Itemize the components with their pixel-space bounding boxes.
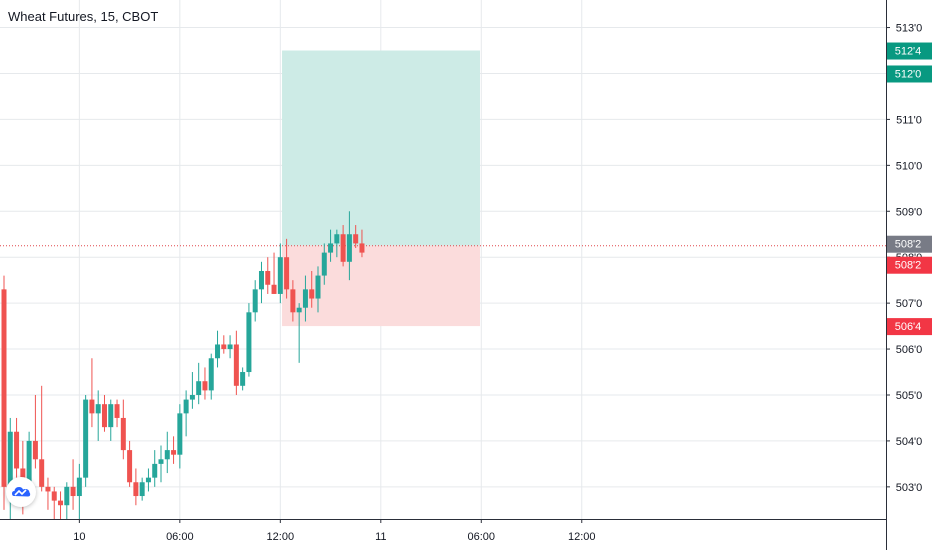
stop-zone[interactable]	[282, 245, 480, 327]
price-label-text: 508'2	[895, 260, 922, 272]
candle-body	[302, 289, 308, 308]
candle-body	[114, 404, 120, 418]
candle-body	[340, 234, 346, 262]
candle-body	[83, 399, 89, 478]
candle-body	[321, 252, 327, 276]
time-tick-label: 06:00	[468, 531, 496, 543]
candle-body	[70, 486, 76, 497]
candle-body	[208, 358, 214, 391]
symbol-title: Wheat Futures, 15, CBOT	[8, 9, 159, 24]
candle-body	[258, 270, 264, 290]
candle-body	[145, 477, 151, 483]
candle-body	[20, 468, 26, 483]
candle-body	[64, 486, 70, 506]
price-tick-label: 507'0	[896, 298, 923, 310]
price-label-target[interactable]	[887, 42, 932, 60]
candle-body	[127, 450, 133, 483]
price-tick-label: 511'0	[896, 114, 922, 126]
candle-body	[14, 431, 20, 469]
candle-body	[240, 372, 246, 386]
candle-body	[196, 381, 202, 395]
candle-body	[189, 394, 195, 400]
candle-body	[158, 459, 164, 464]
candle-body	[1, 289, 7, 487]
candle-body	[95, 404, 101, 414]
candle-body	[108, 404, 114, 428]
price-label-text: 512'0	[895, 68, 922, 80]
candle-body	[171, 450, 177, 455]
candle-body	[51, 491, 57, 501]
candle-body	[45, 486, 51, 492]
candle-body	[328, 243, 334, 253]
time-tick-label: 11	[375, 531, 386, 543]
candle-body	[89, 399, 95, 414]
price-tick-label: 509'0	[896, 206, 923, 218]
price-label-text: 506'4	[895, 321, 922, 333]
candle-body	[164, 450, 170, 460]
candle-body	[277, 257, 283, 294]
candle-body	[227, 344, 233, 350]
price-label-current[interactable]	[887, 235, 932, 253]
price-axis[interactable]	[886, 0, 932, 550]
price-tick-label: 503'0	[896, 482, 923, 494]
candle-body	[215, 344, 221, 359]
candle-body	[101, 404, 107, 428]
candle-body	[334, 234, 340, 244]
time-tick-label: 06:00	[166, 531, 194, 543]
price-label-stop[interactable]	[887, 318, 932, 336]
candle-body	[290, 289, 296, 313]
candle-body	[152, 463, 158, 478]
candle-body	[120, 417, 126, 451]
tradingview-logo-button[interactable]	[6, 477, 36, 507]
candle-body	[7, 431, 13, 487]
time-tick-label: 12:00	[267, 531, 295, 543]
candle-body	[26, 440, 32, 483]
candle-body	[271, 284, 277, 294]
candle-body	[246, 312, 252, 373]
price-label-text: 512'4	[895, 46, 922, 58]
price-label-target[interactable]	[887, 65, 932, 83]
candle-body	[139, 482, 145, 497]
candle-body	[296, 307, 302, 313]
candle-body	[346, 234, 352, 262]
candle-body	[359, 243, 365, 253]
price-label-stop_side[interactable]	[887, 256, 932, 274]
candle-body	[353, 234, 359, 244]
price-tick-label: 510'0	[896, 160, 923, 172]
time-axis[interactable]	[0, 519, 886, 550]
time-tick-label: 12:00	[568, 531, 596, 543]
candle-body	[202, 381, 208, 391]
candle-body	[177, 413, 183, 455]
price-tick-label: 505'0	[896, 390, 923, 402]
cloud-chart-icon	[12, 487, 31, 497]
candle-body	[233, 344, 239, 386]
candle-body	[39, 459, 45, 487]
candle-body	[221, 344, 227, 350]
candle-body	[58, 500, 64, 506]
time-tick-label: 10	[73, 531, 85, 543]
candle-body	[133, 482, 139, 497]
price-label-text: 508'2	[895, 239, 922, 251]
price-tick-label: 504'0	[896, 436, 923, 448]
candle-body	[284, 257, 290, 290]
candle-body	[265, 270, 271, 285]
candle-body	[32, 440, 38, 460]
candle-body	[315, 275, 321, 299]
price-tick-label: 513'0	[896, 23, 923, 35]
candle-body	[76, 477, 82, 497]
price-tick-label: 506'0	[896, 344, 923, 356]
candle-body	[183, 399, 189, 414]
candle-body	[252, 289, 258, 313]
target-zone[interactable]	[282, 50, 480, 246]
candle-body	[309, 289, 315, 299]
